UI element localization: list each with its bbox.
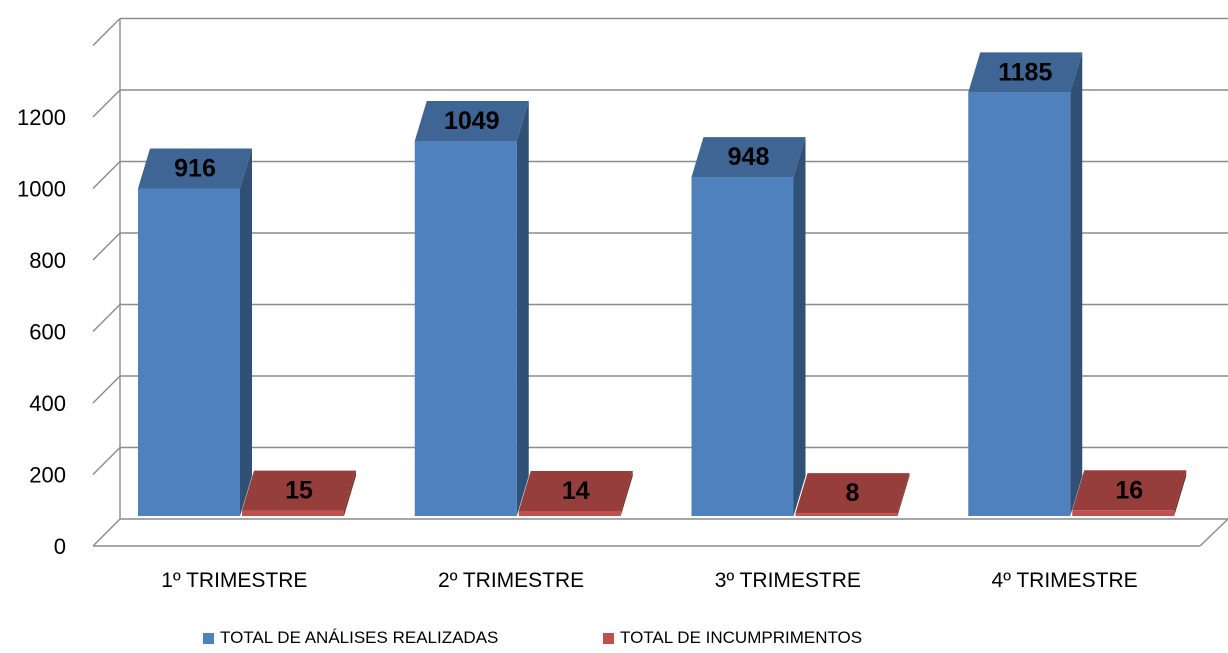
y-tick-label: 1200 — [17, 105, 66, 130]
bar-incumprimentos-1 — [242, 470, 356, 516]
bar-incumprimentos-2 — [518, 470, 633, 516]
legend-swatch-incumprimentos — [603, 632, 614, 644]
gridline-side — [92, 89, 121, 118]
data-label-analises-1: 916 — [174, 155, 216, 183]
data-label-analises-4: 1185 — [998, 58, 1052, 86]
data-label-analises-2: 1049 — [444, 107, 500, 135]
data-label-incumprimentos-3: 8 — [846, 479, 860, 507]
legend-swatch-analises — [203, 632, 214, 644]
bar-analises-1 — [138, 148, 252, 516]
legend: TOTAL DE ANÁLISES REALIZADAS TOTAL DE IN… — [0, 628, 1228, 652]
bars — [138, 52, 1187, 517]
legend-item-analises: TOTAL DE ANÁLISES REALIZADAS — [203, 628, 498, 648]
bar-analises-3 — [691, 137, 806, 516]
y-tick-label: 200 — [29, 463, 66, 488]
y-tick-label: 0 — [54, 534, 66, 559]
data-labels: 916 15 1049 14 948 8 1185 16 — [174, 58, 1143, 507]
legend-label-incumprimentos: TOTAL DE INCUMPRIMENTOS — [620, 628, 863, 647]
gridline-side — [92, 161, 121, 189]
bar-incumprimentos-4 — [1072, 470, 1187, 516]
bar-analises-2 — [414, 100, 529, 517]
gridline-side — [92, 375, 121, 404]
y-tick-label: 800 — [29, 248, 66, 273]
gridline-side — [92, 518, 121, 547]
data-label-analises-3: 948 — [728, 143, 770, 171]
data-label-incumprimentos-2: 14 — [562, 477, 590, 505]
floor-right-edge — [1199, 518, 1228, 547]
gridline-side — [92, 304, 121, 332]
y-axis-ticks: 0 200 400 600 800 1000 1200 — [17, 105, 66, 559]
data-label-incumprimentos-1: 15 — [285, 477, 313, 505]
bar-incumprimentos-3 — [795, 473, 910, 516]
legend-label-analises: TOTAL DE ANÁLISES REALIZADAS — [220, 628, 499, 647]
y-tick-label: 600 — [29, 320, 66, 345]
gridline-side — [92, 232, 121, 261]
data-label-incumprimentos-4: 16 — [1115, 476, 1143, 504]
bar-analises-4 — [968, 52, 1083, 517]
x-category-label: 2º TRIMESTRE — [438, 569, 584, 592]
y-tick-label: 1000 — [17, 177, 66, 202]
gridline-side — [92, 18, 121, 46]
gridline-side — [92, 447, 121, 475]
x-category-label: 4º TRIMESTRE — [992, 569, 1138, 592]
legend-item-incumprimentos: TOTAL DE INCUMPRIMENTOS — [603, 628, 862, 648]
x-category-label: 3º TRIMESTRE — [715, 569, 861, 592]
y-tick-label: 400 — [29, 391, 66, 416]
x-axis-categories: 1º TRIMESTRE 2º TRIMESTRE 3º TRIMESTRE 4º T… — [161, 569, 1137, 592]
x-category-label: 1º TRIMESTRE — [161, 569, 307, 592]
